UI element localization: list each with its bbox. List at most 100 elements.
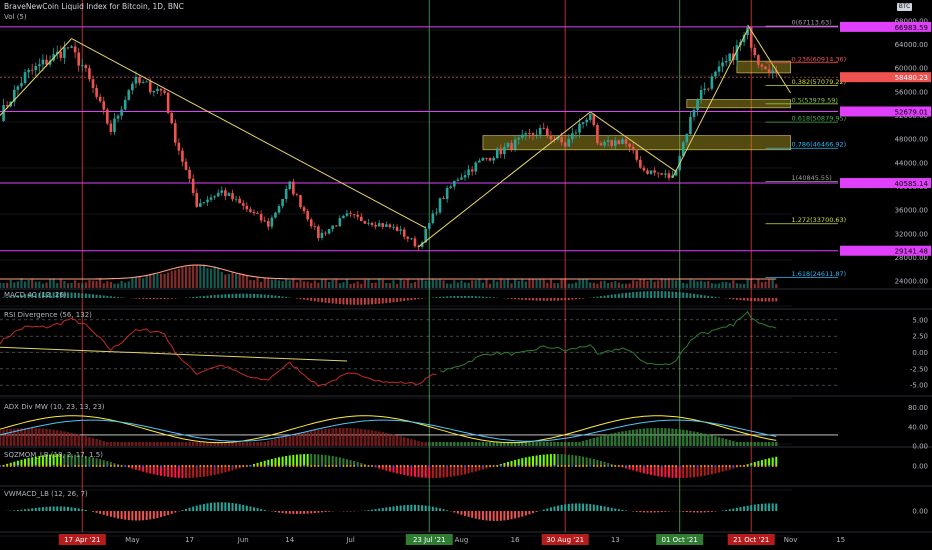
candle-body[interactable] (585, 119, 588, 123)
candle-body[interactable] (556, 137, 560, 140)
candle-body[interactable] (574, 132, 578, 134)
candle-body[interactable] (674, 170, 678, 176)
candle-body[interactable] (363, 221, 367, 224)
candle-body[interactable] (463, 175, 467, 178)
candle-body[interactable] (767, 69, 771, 73)
candle-body[interactable] (181, 150, 184, 162)
candle-body[interactable] (199, 203, 202, 207)
candle-body[interactable] (159, 88, 163, 91)
candle-body[interactable] (656, 172, 660, 174)
candle-body[interactable] (145, 81, 148, 83)
candle-body[interactable] (492, 157, 495, 161)
candle-body[interactable] (610, 140, 614, 146)
candle-body[interactable] (460, 177, 463, 180)
candle-body[interactable] (653, 170, 656, 173)
candle-body[interactable] (173, 123, 177, 143)
candle-body[interactable] (542, 127, 546, 129)
time-marker-label[interactable]: 23 Jul '21 (413, 536, 446, 544)
candle-body[interactable] (438, 198, 442, 213)
candle-body[interactable] (34, 66, 38, 71)
candle-body[interactable] (141, 82, 145, 83)
candle-body[interactable] (5, 105, 9, 107)
candle-body[interactable] (710, 76, 714, 89)
candle-body[interactable] (617, 140, 621, 145)
candle-body[interactable] (109, 123, 113, 132)
candle-body[interactable] (374, 224, 377, 227)
candle-body[interactable] (424, 228, 427, 243)
candle-body[interactable] (470, 169, 474, 172)
candle-body[interactable] (631, 146, 635, 151)
candlesticks[interactable] (2, 27, 778, 251)
candle-body[interactable] (388, 224, 392, 228)
candle-body[interactable] (220, 190, 224, 193)
candle-body[interactable] (63, 47, 66, 58)
candle-body[interactable] (213, 196, 216, 198)
candle-body[interactable] (732, 53, 735, 61)
candle-body[interactable] (98, 96, 102, 102)
candle-body[interactable] (757, 55, 760, 65)
candle-body[interactable] (538, 127, 542, 135)
time-marker-label[interactable]: 01 Oct '21 (662, 536, 698, 544)
candle-body[interactable] (209, 197, 213, 200)
candle-body[interactable] (453, 180, 456, 187)
candle-body[interactable] (642, 167, 646, 171)
candle-body[interactable] (445, 188, 449, 200)
trendline[interactable] (0, 38, 72, 116)
candle-body[interactable] (95, 87, 98, 97)
candle-body[interactable] (703, 88, 707, 91)
candle-body[interactable] (395, 226, 399, 231)
candle-body[interactable] (760, 64, 764, 67)
candle-body[interactable] (148, 81, 152, 93)
candle-body[interactable] (274, 212, 277, 218)
candle-body[interactable] (38, 64, 41, 67)
candle-body[interactable] (349, 213, 352, 215)
candle-body[interactable] (681, 142, 685, 157)
candle-body[interactable] (764, 66, 767, 70)
trendlines[interactable] (0, 24, 791, 248)
candle-body[interactable] (302, 207, 306, 212)
candle-body[interactable] (567, 139, 571, 147)
candle-body[interactable] (334, 225, 338, 227)
candle-body[interactable] (106, 109, 109, 124)
candle-body[interactable] (270, 217, 274, 227)
candle-body[interactable] (13, 89, 16, 102)
candle-body[interactable] (309, 219, 313, 227)
candle-body[interactable] (202, 202, 206, 204)
candle-body[interactable] (706, 88, 710, 90)
candle-body[interactable] (252, 211, 256, 214)
candle-body[interactable] (528, 133, 531, 134)
candle-body[interactable] (266, 220, 270, 227)
candle-body[interactable] (317, 226, 320, 239)
candle-body[interactable] (717, 66, 721, 72)
candle-body[interactable] (356, 214, 360, 217)
candle-body[interactable] (427, 223, 431, 229)
candle-body[interactable] (116, 115, 120, 119)
time-axis[interactable]: 17 Apr '21 May 17 Jun 14 Jul 23 Jul '21 Aug 16 30… (58, 534, 845, 545)
candle-body[interactable] (524, 133, 528, 135)
candle-body[interactable] (59, 51, 63, 58)
candle-body[interactable] (177, 142, 181, 151)
candle-body[interactable] (649, 170, 653, 174)
candle-body[interactable] (442, 198, 445, 200)
trendline[interactable] (747, 24, 791, 94)
candle-body[interactable] (16, 86, 20, 90)
trendline[interactable] (589, 111, 677, 173)
candle-body[interactable] (70, 46, 73, 48)
candle-body[interactable] (485, 157, 488, 159)
candle-body[interactable] (360, 216, 363, 222)
candle-body[interactable] (23, 72, 27, 84)
candle-body[interactable] (635, 150, 639, 160)
candle-body[interactable] (295, 194, 299, 196)
candle-body[interactable] (724, 61, 728, 63)
candle-body[interactable] (771, 70, 774, 73)
candle-body[interactable] (639, 159, 642, 168)
candle-body[interactable] (578, 123, 581, 133)
candle-body[interactable] (342, 215, 345, 219)
candle-body[interactable] (241, 203, 245, 206)
candle-body[interactable] (596, 125, 599, 144)
candle-body[interactable] (420, 242, 424, 247)
candle-body[interactable] (91, 79, 95, 88)
candle-body[interactable] (753, 47, 757, 56)
candle-body[interactable] (292, 181, 295, 195)
